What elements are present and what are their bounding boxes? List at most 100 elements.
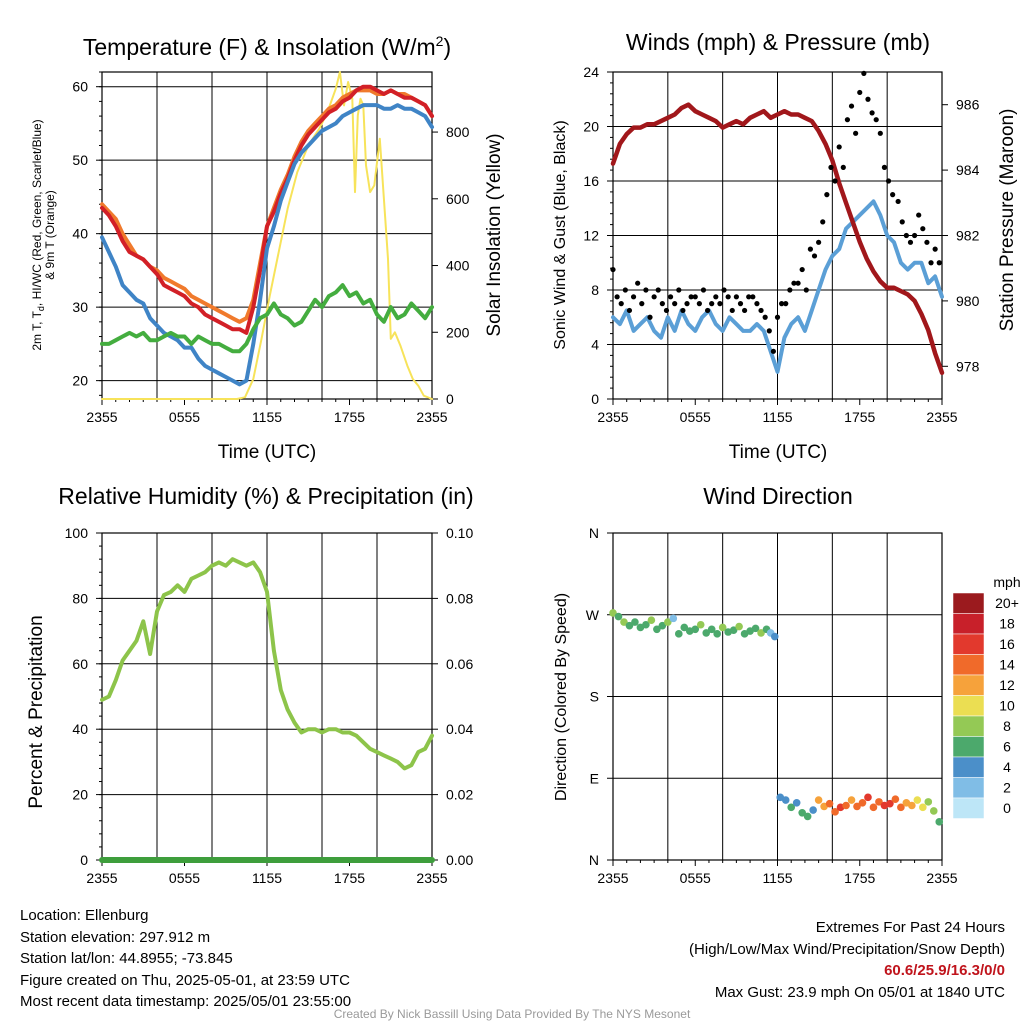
- winds-gust-point: [885, 178, 892, 184]
- legend-label: 6: [1003, 739, 1011, 755]
- winds-gust-point: [635, 280, 641, 286]
- winds-gust-point: [742, 307, 748, 314]
- direction-point: [792, 798, 801, 807]
- winds-gust-point: [853, 130, 859, 136]
- wind_direction-y-tick-label: W: [586, 607, 600, 623]
- winds-ylabel2: Station Pressure (Maroon): [997, 109, 1018, 332]
- winds-gust-point: [861, 70, 867, 76]
- legend-swatch: [952, 592, 985, 614]
- winds-y2-tick-label: 978: [956, 358, 980, 374]
- winds-x-tick-label: 1155: [762, 409, 792, 425]
- extremes-values: 60.6/25.9/16.3/0/0: [884, 962, 1005, 979]
- winds-gust-point: [869, 110, 875, 116]
- winds-gust-point: [766, 328, 772, 334]
- legend-swatch: [952, 695, 985, 717]
- direction-point: [664, 618, 672, 626]
- winds-gust-point: [700, 287, 707, 293]
- winds-gust-point: [873, 117, 879, 123]
- station-info: Location: Ellenburg Station elevation: 2…: [20, 905, 351, 1013]
- temperature-x-tick-label: 1755: [334, 409, 365, 425]
- winds-gust-point: [807, 246, 814, 252]
- legend-label: 18: [999, 616, 1015, 632]
- temperature-ylabel: 2m T, Td, HI/WC (Red, Green, Scarlet/Blu…: [30, 119, 46, 350]
- winds-series: [610, 70, 945, 376]
- winds-gust-point: [779, 301, 785, 307]
- winds-gust-point: [737, 301, 744, 307]
- legend-swatch: [952, 736, 985, 758]
- legend-label: 8: [1003, 718, 1011, 734]
- humidity-x-tick-label: 1755: [334, 870, 365, 886]
- direction-point: [814, 796, 823, 804]
- credit-text: Created By Nick Bassill Using Data Provi…: [333, 1007, 691, 1021]
- direction-point: [825, 799, 834, 808]
- temperature-y2-tick-label: 800: [446, 124, 470, 140]
- winds-x-tick-label: 0555: [680, 409, 711, 425]
- direction-point: [702, 629, 711, 637]
- winds-gust-point: [618, 301, 624, 307]
- winds-gust-point: [655, 287, 661, 293]
- winds-gust-point: [803, 287, 809, 293]
- temperature-y-tick-label: 40: [72, 226, 88, 242]
- temperature-x-tick-label: 1155: [252, 409, 282, 425]
- winds-gust-point: [754, 301, 760, 307]
- winds-gust-point: [647, 314, 653, 320]
- winds-y2-tick-label: 984: [956, 162, 980, 178]
- max-gust-text: Max Gust: 23.9 mph On 05/01 at 1840 UTC: [714, 983, 1005, 1001]
- winds-gust-point: [877, 130, 883, 136]
- direction-point: [847, 796, 856, 804]
- winds-gust-point: [667, 294, 674, 300]
- speed-legend-title: mph: [993, 574, 1020, 590]
- elevation-text: Station elevation: 297.912 m: [20, 928, 211, 946]
- winds-gust-point: [928, 260, 934, 266]
- direction-point: [875, 798, 883, 806]
- winds-y-tick-label: 8: [591, 282, 599, 298]
- winds-xlabel: Time (UTC): [729, 442, 828, 463]
- winds-panel: Winds (mph) & Pressure (mb) Time (UTC) S…: [552, 29, 1018, 463]
- temperature-y-tick-label: 30: [72, 299, 88, 315]
- winds-gust-point: [795, 280, 801, 286]
- winds-gust-point: [824, 192, 830, 198]
- temperature-series: [100, 71, 434, 400]
- direction-point: [869, 803, 878, 812]
- legend-swatch: [952, 654, 985, 676]
- direction-point: [675, 630, 683, 638]
- legend-label: 4: [1003, 759, 1011, 775]
- direction-point: [809, 806, 817, 814]
- winds-x-tick-label: 1755: [844, 409, 875, 425]
- winds-y-tick-label: 24: [583, 64, 599, 80]
- humidity-y-tick-label: 0: [80, 852, 88, 868]
- legend-label: 14: [999, 657, 1015, 673]
- direction-point: [787, 803, 796, 812]
- winds-gust-point: [828, 164, 834, 170]
- winds-gust-point: [774, 314, 781, 320]
- winds-y-tick-label: 12: [583, 228, 599, 244]
- legend-label: 20+: [995, 595, 1019, 611]
- extremes-title: Extremes For Past 24 Hours: [815, 919, 1005, 936]
- temperature-y-tick-label: 20: [72, 373, 88, 389]
- winds-gust-point: [770, 348, 776, 354]
- winds-title: Winds (mph) & Pressure (mb): [626, 29, 930, 55]
- winds-ylabel: Sonic Wind & Gust (Blue, Black): [552, 120, 569, 349]
- winds-gust-point: [836, 144, 842, 150]
- winds-gust-point: [920, 226, 926, 232]
- winds-gust-point: [713, 294, 719, 300]
- winds-gust-point: [916, 212, 922, 218]
- temperature-x-tick-label: 2355: [86, 409, 117, 425]
- temperature-y2-tick-label: 0: [446, 391, 454, 407]
- temperature-dewpoint-line: [100, 283, 434, 354]
- winds-gust-point: [750, 294, 756, 300]
- humidity-ylabel: Percent & Precipitation: [26, 615, 47, 808]
- winds-gust-point: [659, 301, 665, 307]
- winds-gust-point: [762, 314, 768, 320]
- winds-gust-point: [816, 239, 822, 245]
- winds-y-tick-label: 4: [591, 337, 599, 353]
- direction-point: [642, 620, 650, 629]
- direction-point: [886, 799, 894, 808]
- location-text: Location: Ellenburg: [20, 907, 149, 924]
- winds-gust-point: [840, 164, 846, 170]
- temperature-title: Temperature (F) & Insolation (W/m2): [83, 33, 451, 60]
- winds-gust-point: [639, 301, 645, 307]
- winds-gust-point: [881, 164, 888, 170]
- winds-gust-point: [907, 239, 914, 245]
- winds-gust-point: [729, 307, 735, 314]
